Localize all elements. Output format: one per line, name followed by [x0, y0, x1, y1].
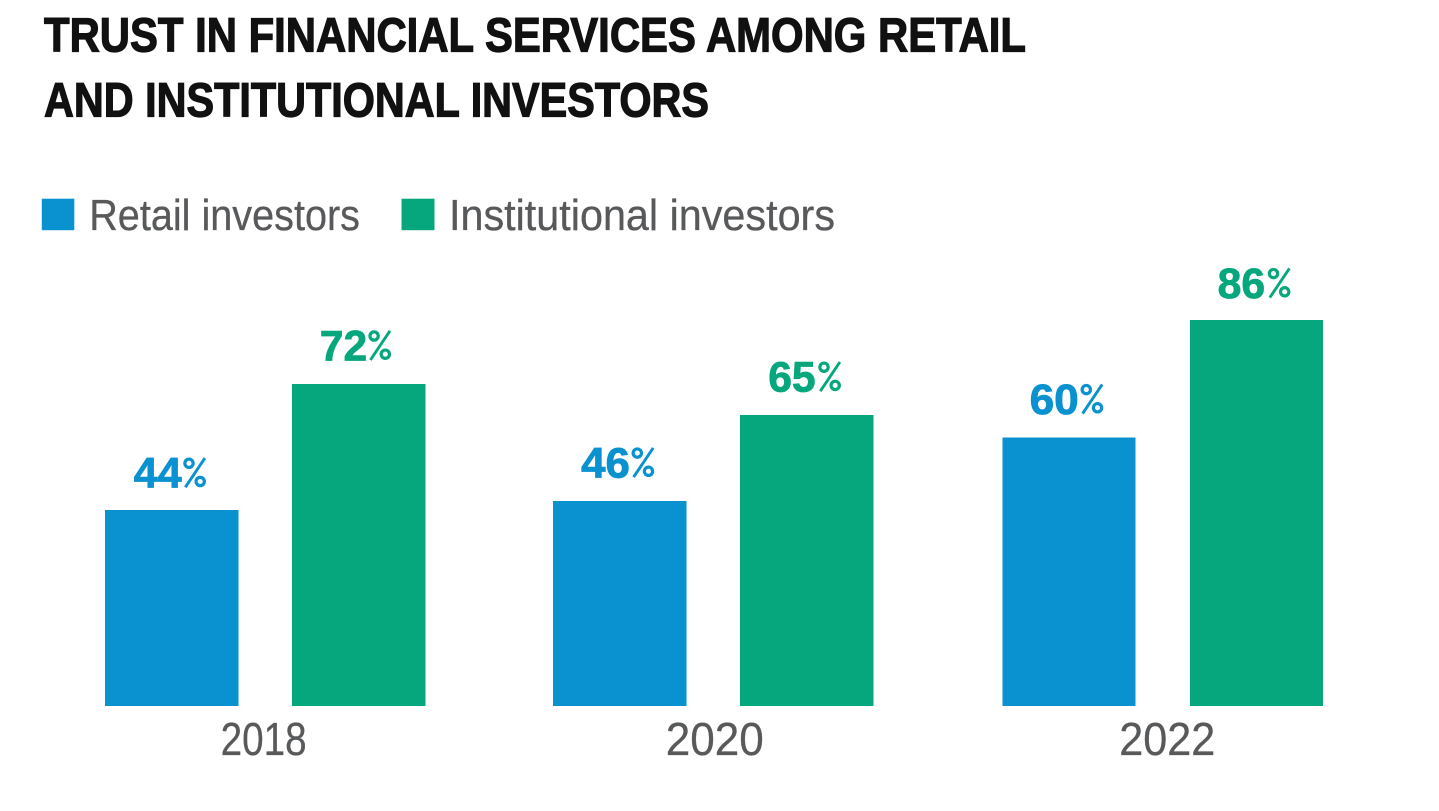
svg-text:46: 46	[581, 440, 630, 488]
svg-text:2020: 2020	[666, 713, 764, 765]
svg-text:Retail investors: Retail investors	[89, 191, 360, 240]
svg-text:2022: 2022	[1119, 713, 1215, 765]
svg-text:44: 44	[134, 450, 182, 498]
svg-text:TRUST IN FINANCIAL SERVICES AM: TRUST IN FINANCIAL SERVICES AMONG RETAIL	[44, 10, 1026, 63]
svg-text:86: 86	[1218, 260, 1266, 308]
svg-text:65: 65	[768, 354, 815, 402]
svg-text:60: 60	[1030, 376, 1079, 424]
svg-text:AND INSTITUTIONAL INVESTORS: AND INSTITUTIONAL INVESTORS	[44, 75, 709, 128]
svg-text:2018: 2018	[221, 713, 307, 765]
svg-text:Institutional investors: Institutional investors	[449, 191, 835, 240]
svg-text:72: 72	[320, 322, 367, 370]
